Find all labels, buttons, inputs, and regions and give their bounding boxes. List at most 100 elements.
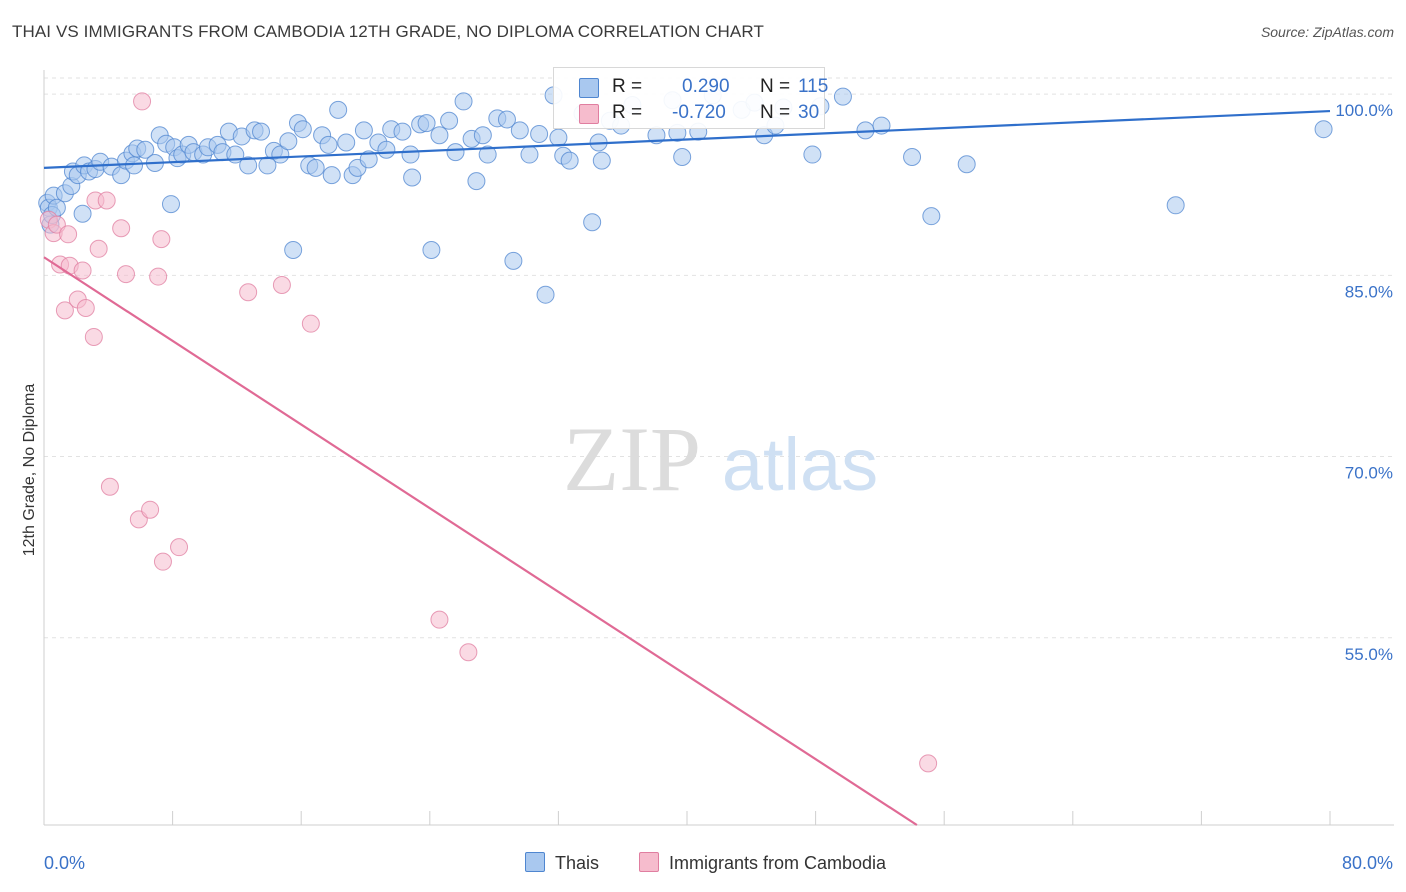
thai-point: [239, 156, 258, 175]
thai-point: [284, 240, 303, 259]
thai-point: [536, 285, 555, 304]
thai-point: [592, 151, 611, 170]
cambodia-point: [141, 500, 160, 519]
cambodia-point: [89, 239, 108, 258]
series-cambodia: [39, 92, 938, 773]
thai-point: [497, 110, 516, 129]
thai-point: [903, 147, 922, 166]
cambodia-point: [239, 283, 258, 302]
thai-point: [329, 100, 348, 119]
cambodia-point: [149, 267, 168, 286]
y-tick-label: 55.0%: [1345, 645, 1393, 664]
thai-point: [354, 121, 373, 140]
cambodia-point: [459, 643, 478, 662]
thai-point: [922, 207, 941, 226]
thais-swatch-icon: [579, 78, 599, 98]
thai-point: [478, 145, 497, 164]
thai-point: [1314, 120, 1333, 139]
source-label: Source: ZipAtlas.com: [1260, 24, 1394, 40]
thai-point: [510, 121, 529, 140]
thai-point: [430, 126, 449, 145]
thai-point: [440, 111, 459, 130]
cambodia-point: [152, 230, 171, 249]
legend-label-cambodia: Immigrants from Cambodia: [669, 853, 887, 873]
cambodia-point: [97, 191, 116, 210]
cambodia-point: [76, 298, 95, 317]
cambodia-point: [153, 552, 172, 571]
cambodia-trend-line: [43, 256, 918, 826]
cambodia-point: [59, 225, 78, 244]
cambodia-point: [84, 327, 103, 346]
thai-point: [833, 87, 852, 106]
watermark: ZIP atlas: [563, 408, 878, 510]
n-label: N =: [760, 102, 791, 123]
points-layer: [38, 86, 1333, 773]
cambodia-point: [170, 538, 189, 557]
thai-point: [377, 140, 396, 159]
thai-point: [1166, 196, 1185, 215]
chart-title: THAI VS IMMIGRANTS FROM CAMBODIA 12TH GR…: [12, 22, 764, 41]
legend-item-thais[interactable]: Thais: [525, 852, 599, 874]
thai-point: [467, 172, 486, 191]
thai-point: [583, 213, 602, 232]
thai-point: [125, 156, 144, 175]
cambodia-point: [272, 276, 291, 295]
cambodia-point: [430, 610, 449, 629]
thai-point: [161, 195, 180, 214]
cambodia-point: [112, 219, 131, 238]
n-label: N =: [760, 76, 791, 97]
thai-point: [393, 122, 412, 141]
thais-legend-icon: [525, 852, 545, 872]
cambodia-point: [133, 92, 152, 111]
thai-point: [359, 150, 378, 169]
r-label: R =: [612, 102, 643, 123]
thai-point: [306, 158, 325, 177]
cambodia-point: [73, 261, 92, 280]
axis-layer: [43, 70, 1394, 826]
cambodia-legend-icon: [639, 852, 659, 872]
thai-point: [803, 145, 822, 164]
thai-point: [473, 126, 492, 145]
r-value: 0.290: [682, 76, 730, 97]
x-tick-label-max: 80.0%: [1342, 853, 1393, 873]
r-label: R =: [612, 76, 643, 97]
cambodia-swatch-icon: [579, 104, 599, 124]
thai-point: [271, 145, 290, 164]
y-tick-label: 85.0%: [1345, 282, 1393, 301]
thai-point: [673, 147, 692, 166]
cambodia-point: [55, 301, 74, 320]
n-value: 30: [798, 102, 820, 123]
watermark-atlas: atlas: [722, 423, 878, 506]
cambodia-point: [116, 265, 135, 284]
thai-point: [530, 125, 549, 144]
thai-point: [422, 240, 441, 259]
thai-point: [417, 114, 436, 133]
thai-point: [337, 133, 356, 152]
thai-point: [401, 145, 420, 164]
thai-point: [504, 251, 523, 270]
thais-trend-line: [43, 109, 1331, 169]
cambodia-point: [919, 754, 938, 773]
thai-point: [319, 135, 338, 154]
tick-label-layer: 55.0% 70.0% 85.0% 100.0% 0.0% 80.0%: [44, 101, 1393, 873]
legend-label-thais: Thais: [555, 853, 600, 873]
n-value: 115: [798, 76, 829, 97]
thai-point: [520, 145, 539, 164]
thai-point: [549, 128, 568, 147]
legend-item-cambodia[interactable]: Immigrants from Cambodia: [639, 852, 886, 874]
cambodia-point: [100, 477, 119, 496]
thai-point: [279, 132, 298, 151]
thai-point: [322, 166, 341, 185]
r-value: -0.720: [672, 102, 726, 123]
series-legend: Thais Immigrants from Cambodia: [0, 852, 1406, 878]
thai-point: [446, 143, 465, 162]
thai-point: [73, 204, 92, 223]
y-tick-label: 70.0%: [1345, 464, 1393, 483]
thai-point: [293, 120, 312, 139]
thai-point: [454, 92, 473, 111]
cambodia-point: [301, 314, 320, 333]
series-thais: [38, 86, 1333, 304]
thai-point: [403, 168, 422, 187]
trend-layer: [43, 109, 1331, 826]
